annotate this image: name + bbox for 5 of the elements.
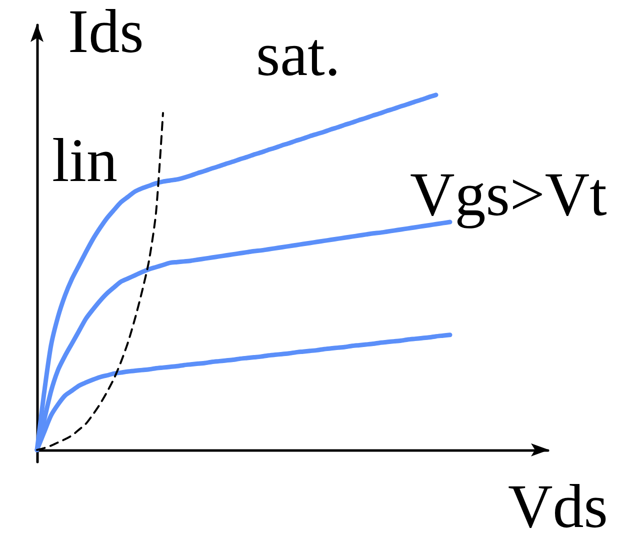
annotation: lin [52, 126, 118, 195]
text: sat. [256, 20, 340, 89]
y-axis-title: Ids [68, 0, 144, 66]
annotation: Vgs>Vt [410, 160, 607, 229]
x-axis-title: Vds [508, 472, 608, 535]
